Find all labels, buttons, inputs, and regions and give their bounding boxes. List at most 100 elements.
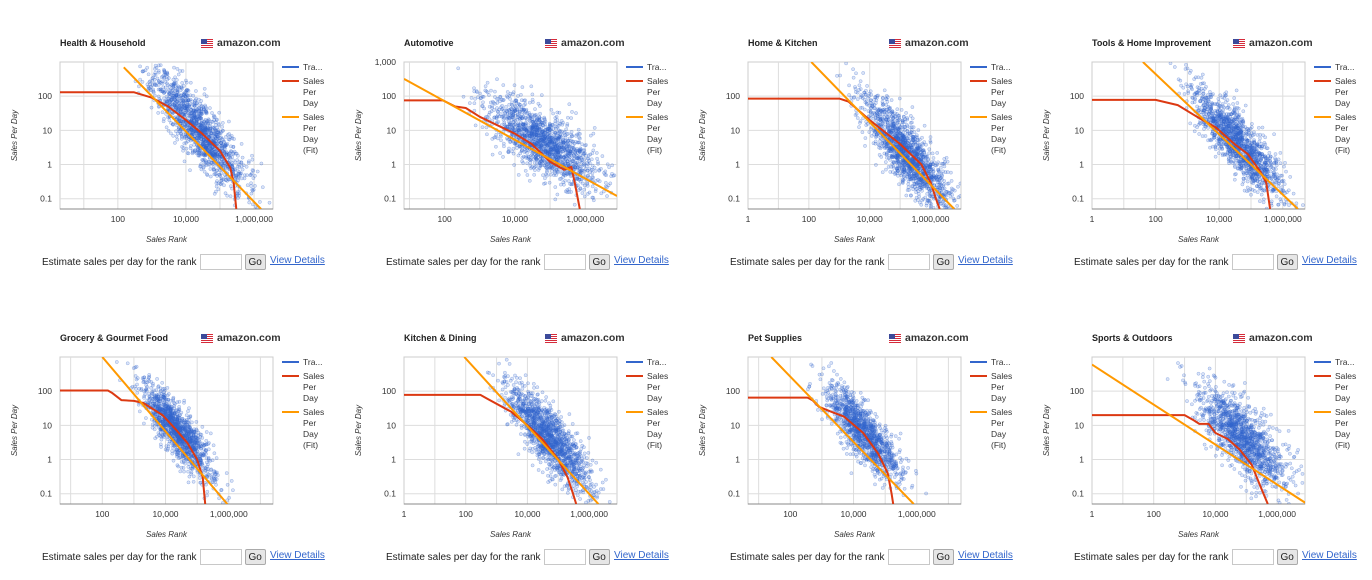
scatter-point bbox=[544, 149, 549, 154]
scatter-point bbox=[542, 118, 547, 122]
go-button[interactable]: Go bbox=[244, 254, 266, 270]
scatter-point bbox=[534, 138, 539, 143]
scatter-point bbox=[546, 135, 551, 140]
scatter-point bbox=[910, 157, 914, 162]
go-button[interactable]: Go bbox=[588, 254, 610, 270]
rank-input[interactable] bbox=[887, 254, 930, 270]
scatter-point bbox=[206, 141, 210, 145]
scatter-point bbox=[518, 143, 522, 148]
rank-input[interactable] bbox=[199, 254, 242, 270]
scatter-point bbox=[562, 146, 567, 150]
scatter-point bbox=[209, 160, 214, 165]
scatter-point bbox=[530, 97, 535, 102]
chart-title: Home & Kitchen bbox=[748, 38, 818, 48]
scatter-point bbox=[522, 133, 527, 138]
scatter-point bbox=[585, 161, 590, 165]
scatter-point bbox=[551, 152, 556, 157]
scatter-point bbox=[548, 145, 552, 150]
rank-input[interactable] bbox=[543, 254, 586, 270]
view-details-link[interactable]: View Details bbox=[958, 255, 1013, 266]
scatter-point bbox=[566, 115, 570, 120]
scatter-point bbox=[563, 159, 568, 164]
scatter-point bbox=[199, 99, 204, 103]
scatter-point bbox=[547, 130, 552, 135]
scatter-point bbox=[858, 87, 863, 91]
scatter-point bbox=[153, 81, 157, 86]
scatter-point bbox=[592, 126, 597, 130]
scatter-point bbox=[203, 124, 208, 128]
scatter-point bbox=[531, 125, 536, 129]
scatter-point bbox=[528, 125, 533, 130]
go-button[interactable]: Go bbox=[932, 254, 954, 270]
scatter-point bbox=[889, 98, 894, 102]
scatter-point bbox=[156, 63, 161, 68]
scatter-point bbox=[540, 137, 545, 142]
scatter-point bbox=[525, 133, 529, 137]
scatter-point bbox=[550, 151, 555, 155]
scatter-point bbox=[170, 88, 175, 92]
scatter-point bbox=[472, 101, 477, 106]
scatter-point bbox=[573, 152, 578, 157]
scatter-point bbox=[592, 165, 597, 170]
scatter-point bbox=[521, 123, 525, 127]
scatter-point bbox=[511, 126, 516, 131]
scatter-point bbox=[169, 97, 174, 101]
scatter-point bbox=[196, 123, 201, 128]
scatter-point bbox=[525, 125, 530, 130]
scatter-point bbox=[181, 148, 185, 153]
scatter-point bbox=[527, 136, 532, 141]
scatter-point bbox=[543, 150, 548, 154]
scatter-point bbox=[216, 135, 220, 139]
scatter-point bbox=[529, 132, 534, 137]
scatter-point bbox=[601, 189, 606, 194]
scatter-point bbox=[560, 159, 565, 164]
scatter-point bbox=[914, 164, 918, 168]
scatter-point bbox=[213, 132, 218, 137]
scatter-point bbox=[508, 121, 512, 125]
scatter-point bbox=[580, 191, 585, 195]
scatter-point bbox=[951, 187, 955, 192]
scatter-point bbox=[547, 150, 552, 155]
scatter-point bbox=[580, 158, 585, 162]
scatter-point bbox=[242, 176, 247, 181]
scatter-point bbox=[156, 94, 161, 99]
scatter-point bbox=[545, 168, 549, 173]
scatter-point bbox=[535, 134, 539, 139]
scatter-point bbox=[528, 158, 533, 163]
scatter-point bbox=[580, 142, 584, 147]
scatter-point bbox=[216, 154, 221, 159]
scatter-point bbox=[545, 132, 550, 136]
scatter-point bbox=[141, 69, 146, 73]
scatter-point bbox=[915, 181, 919, 186]
scatter-point bbox=[872, 129, 877, 134]
scatter-point bbox=[539, 147, 544, 151]
us-flag-icon bbox=[889, 38, 901, 48]
scatter-point bbox=[564, 154, 568, 158]
scatter-point bbox=[178, 101, 183, 106]
scatter-point bbox=[548, 144, 553, 149]
scatter-point bbox=[194, 119, 199, 124]
scatter-point bbox=[544, 137, 549, 142]
scatter-point bbox=[521, 107, 526, 112]
scatter-point bbox=[908, 165, 912, 170]
scatter-point bbox=[198, 152, 202, 156]
scatter-point bbox=[522, 103, 526, 108]
scatter-point bbox=[543, 151, 548, 156]
scatter-point bbox=[154, 83, 159, 88]
scatter-point bbox=[898, 125, 903, 129]
view-details-link[interactable]: View Details bbox=[270, 255, 325, 266]
scatter-point bbox=[956, 184, 960, 189]
scatter-point bbox=[216, 187, 221, 192]
scatter-point bbox=[196, 138, 201, 142]
scatter-point bbox=[208, 126, 213, 131]
scatter-point bbox=[525, 148, 530, 153]
scatter-point bbox=[590, 167, 595, 172]
scatter-point bbox=[905, 123, 909, 127]
scatter-point bbox=[176, 115, 181, 120]
scatter-point bbox=[210, 153, 215, 158]
scatter-point bbox=[876, 117, 880, 121]
scatter-point bbox=[215, 141, 220, 146]
scatter-point bbox=[203, 145, 208, 150]
view-details-link[interactable]: View Details bbox=[614, 255, 669, 266]
